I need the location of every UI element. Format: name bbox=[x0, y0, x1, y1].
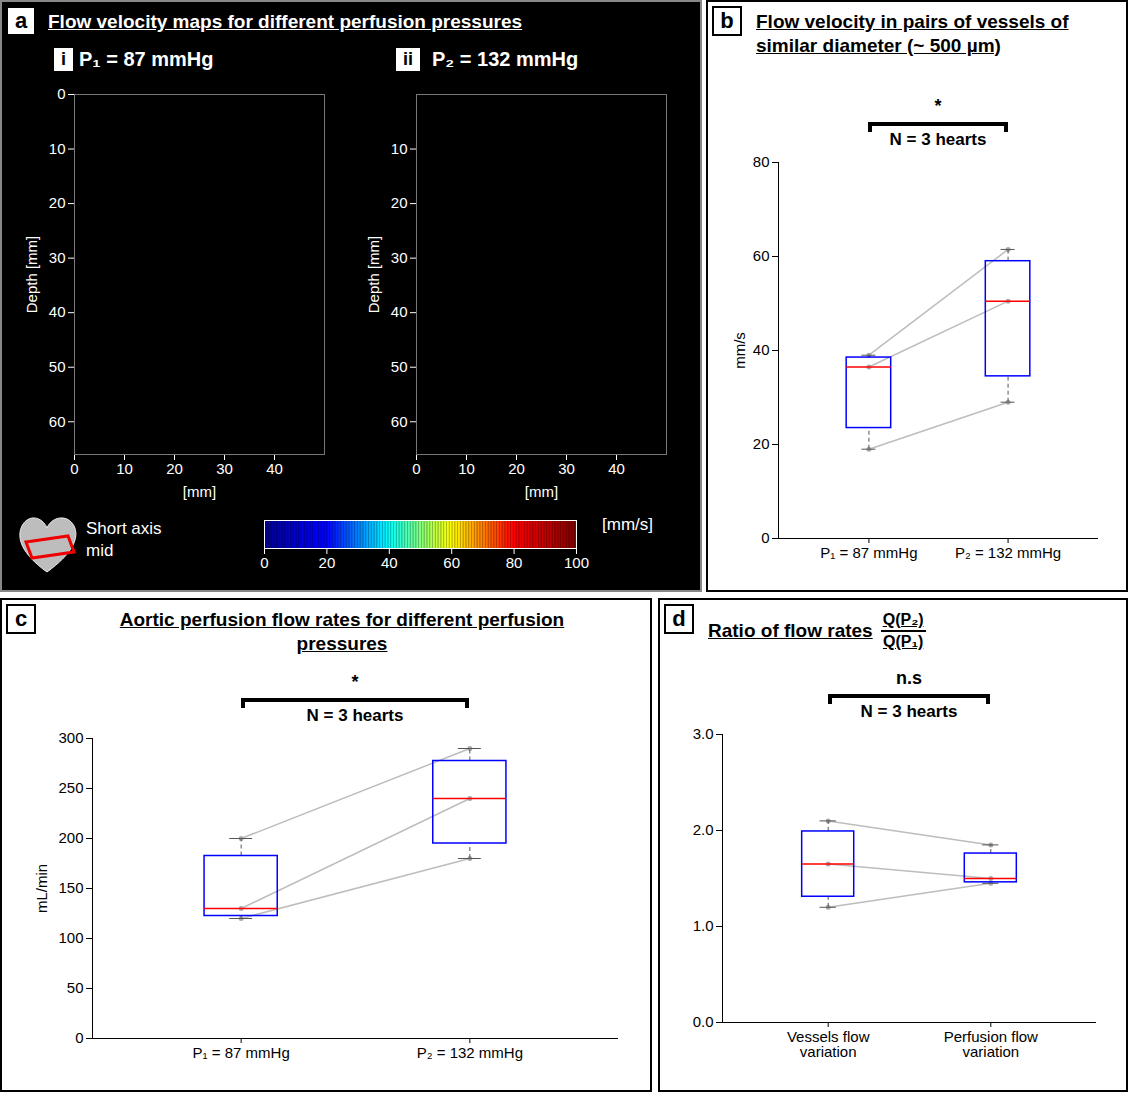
svg-text:60: 60 bbox=[49, 413, 66, 430]
svg-text:3.0: 3.0 bbox=[693, 725, 714, 742]
svg-text:0: 0 bbox=[70, 460, 78, 477]
svg-text:80: 80 bbox=[753, 153, 770, 170]
svg-text:50: 50 bbox=[67, 979, 84, 996]
html-text:Ratio of flow rates: Ratio of flow rates bbox=[708, 620, 873, 641]
html-text:c: c bbox=[14, 606, 28, 631]
svg-text:80: 80 bbox=[506, 554, 523, 571]
svg-text:10: 10 bbox=[116, 460, 133, 477]
svg-text:40: 40 bbox=[266, 460, 283, 477]
svg-text:40: 40 bbox=[391, 303, 408, 320]
svg-text:10: 10 bbox=[49, 140, 66, 157]
svg-text:0: 0 bbox=[260, 554, 268, 571]
svg-text:300: 300 bbox=[58, 729, 83, 746]
svg-text:P₁ = 87 mmHg: P₁ = 87 mmHg bbox=[193, 1044, 290, 1061]
svg-text:0: 0 bbox=[75, 1029, 83, 1046]
html-text:Short axis mid: Short axis mid bbox=[86, 519, 162, 560]
html-text:P₁ = 87 mmHg: P₁ = 87 mmHg bbox=[79, 48, 214, 70]
svg-text:30: 30 bbox=[558, 460, 575, 477]
svg-text:Depth [mm]: Depth [mm] bbox=[365, 236, 382, 314]
svg-text:20: 20 bbox=[753, 435, 770, 452]
svg-text:Vessels flowvariation: Vessels flowvariation bbox=[787, 1028, 870, 1060]
html-text:Q(P₂): Q(P₂) bbox=[882, 611, 924, 628]
svg-text:0.0: 0.0 bbox=[693, 1013, 714, 1030]
svg-text:20: 20 bbox=[508, 460, 525, 477]
svg-text:1.0: 1.0 bbox=[693, 917, 714, 934]
html-text:b: b bbox=[720, 8, 734, 33]
svg-text:60: 60 bbox=[753, 247, 770, 264]
svg-text:50: 50 bbox=[49, 358, 66, 375]
svg-text:10: 10 bbox=[391, 140, 408, 157]
svg-text:40: 40 bbox=[608, 460, 625, 477]
svg-text:200: 200 bbox=[58, 829, 83, 846]
html-text:Flow velocity in pairs of vess: Flow velocity in pairs of vessels of sim… bbox=[756, 11, 1069, 56]
svg-text:100: 100 bbox=[564, 554, 589, 571]
svg-text:30: 30 bbox=[216, 460, 233, 477]
svg-text:[mm]: [mm] bbox=[183, 483, 216, 500]
svg-text:P₂ = 132 mmHg: P₂ = 132 mmHg bbox=[417, 1044, 523, 1061]
html-text:N = 3 hearts: N = 3 hearts bbox=[306, 706, 404, 725]
svg-text:2.0: 2.0 bbox=[693, 821, 714, 838]
svg-text:Depth [mm]: Depth [mm] bbox=[23, 236, 40, 314]
html-text:a: a bbox=[14, 8, 28, 33]
html-text:N = 3 hearts: N = 3 hearts bbox=[889, 130, 987, 149]
svg-text:0: 0 bbox=[761, 529, 769, 546]
svg-text:10: 10 bbox=[458, 460, 475, 477]
svg-text:40: 40 bbox=[381, 554, 398, 571]
html-text:d: d bbox=[672, 606, 686, 631]
svg-text:40: 40 bbox=[49, 303, 66, 320]
svg-text:0: 0 bbox=[57, 85, 65, 102]
svg-text:[mm]: [mm] bbox=[525, 483, 558, 500]
svg-text:P₂ = 132 mmHg: P₂ = 132 mmHg bbox=[955, 544, 1061, 561]
svg-text:P₁ = 87 mmHg: P₁ = 87 mmHg bbox=[820, 544, 917, 561]
html-text:i: i bbox=[61, 49, 66, 69]
svg-text:20: 20 bbox=[391, 194, 408, 211]
svg-text:20: 20 bbox=[49, 194, 66, 211]
svg-text:30: 30 bbox=[49, 249, 66, 266]
svg-text:mm/s: mm/s bbox=[731, 332, 748, 369]
svg-text:40: 40 bbox=[753, 341, 770, 358]
html-text:Aortic perfusion flow rates fo: Aortic perfusion flow rates for differen… bbox=[119, 609, 565, 654]
svg-text:Perfusion flowvariation: Perfusion flowvariation bbox=[944, 1028, 1038, 1060]
html-text:P₂ = 132 mmHg: P₂ = 132 mmHg bbox=[432, 48, 579, 70]
svg-text:20: 20 bbox=[166, 460, 183, 477]
svg-text:30: 30 bbox=[391, 249, 408, 266]
svg-text:mL/min: mL/min bbox=[33, 864, 50, 913]
svg-text:0: 0 bbox=[412, 460, 420, 477]
svg-text:20: 20 bbox=[319, 554, 336, 571]
html-text:ii: ii bbox=[403, 49, 413, 69]
html-text:Q(P₁): Q(P₁) bbox=[882, 633, 924, 650]
html-text:n.s: n.s bbox=[896, 668, 922, 688]
html-text:Flow velocity maps for differe: Flow velocity maps for different perfusi… bbox=[48, 11, 523, 32]
svg-text:50: 50 bbox=[391, 358, 408, 375]
svg-text:150: 150 bbox=[58, 879, 83, 896]
svg-text:60: 60 bbox=[443, 554, 460, 571]
html-text:[mm/s]: [mm/s] bbox=[602, 515, 653, 534]
svg-text:250: 250 bbox=[58, 779, 83, 796]
svg-text:60: 60 bbox=[391, 413, 408, 430]
svg-text:100: 100 bbox=[58, 929, 83, 946]
html-text:N = 3 hearts: N = 3 hearts bbox=[860, 702, 958, 721]
